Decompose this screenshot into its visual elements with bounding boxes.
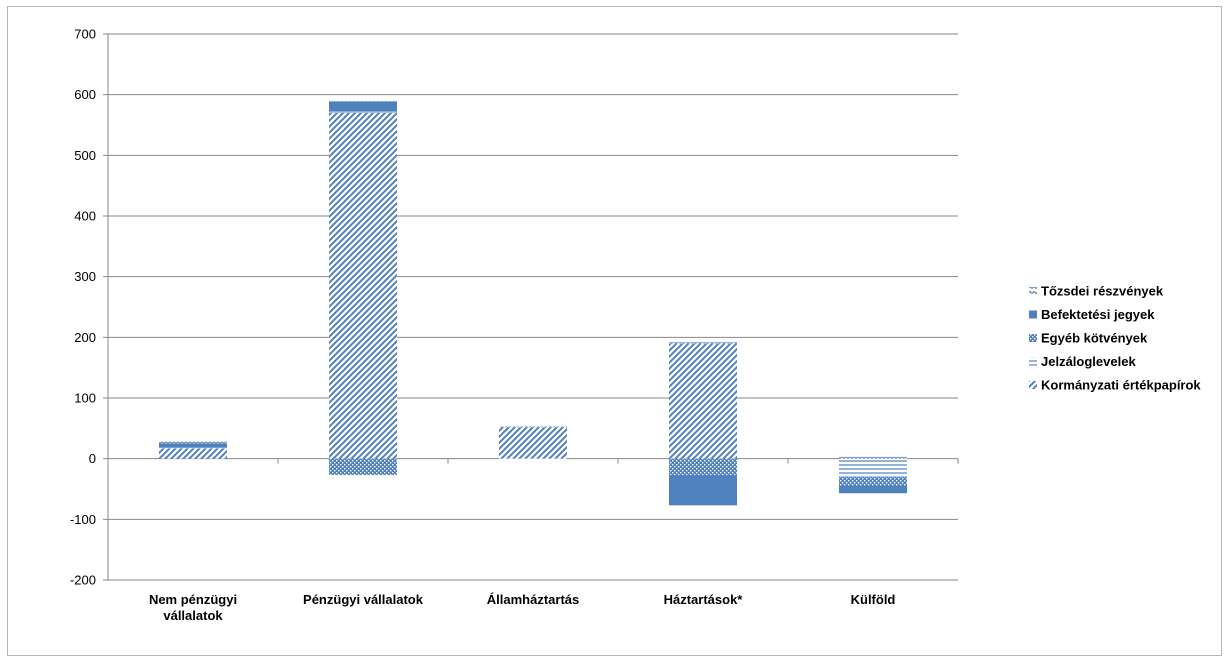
legend-item-egyeb-kotvenyek: Egyéb kötvények — [1029, 331, 1148, 346]
y-tick-label: 300 — [74, 269, 96, 284]
legend-item-befektetesi-jegyek: Befektetési jegyek — [1029, 307, 1155, 322]
legend-item-kormanyzati-ertekpapirok: Kormányzati értékpapírok — [1029, 378, 1201, 393]
legend-swatch — [1029, 334, 1037, 342]
y-tick-label: 700 — [74, 27, 96, 42]
bar-befektetesi-jegyek-4 — [669, 475, 737, 506]
bar-kormanyzati-ertekpapirok-2 — [329, 112, 397, 459]
axes — [107, 34, 959, 581]
bar-kormanyzati-ertekpapirok-4 — [669, 343, 737, 459]
legend-label: Kormányzati értékpapírok — [1041, 378, 1201, 393]
bar-jelzaloglevelek-1 — [159, 447, 227, 449]
y-tick-label: 400 — [74, 209, 96, 224]
y-tick-label: 500 — [74, 148, 96, 163]
bar-tozsdei-reszvenyek-2 — [329, 99, 397, 102]
bar-jelzaloglevelek-5 — [839, 458, 907, 477]
x-category-label: Államháztartás — [487, 592, 579, 607]
legend-swatch — [1029, 310, 1037, 319]
x-category-label: Pénzügyi vállalatok — [303, 592, 424, 607]
x-axis-labels: Nem pénzügyi vállalatok Pénzügyi vállalato… — [149, 592, 896, 623]
bar-egyeb-kotvenyek-2 — [329, 458, 397, 476]
y-axis-ticks: -200 -100 0 100 200 300 400 500 600 700 — [70, 27, 108, 588]
legend-label: Jelzáloglevelek — [1041, 354, 1136, 369]
legend-swatch — [1029, 381, 1037, 389]
legend-item-jelzaloglevelek: Jelzáloglevelek — [1029, 354, 1136, 369]
bar-tozsdei-reszvenyek-3 — [499, 426, 567, 428]
bar-kormanyzati-ertekpapirok-3 — [499, 427, 567, 459]
y-tick-label: -100 — [70, 512, 96, 527]
bar-befektetesi-jegyek-2 — [329, 101, 397, 112]
bar-befektetesi-jegyek-5 — [839, 485, 907, 494]
legend-label: Egyéb kötvények — [1041, 331, 1148, 346]
y-tick-label: 200 — [74, 330, 96, 345]
legend-swatch — [1029, 287, 1037, 295]
bar-befektetesi-jegyek-1 — [159, 443, 227, 448]
chart-frame — [7, 6, 1222, 656]
bar-tozsdei-reszvenyek-4 — [669, 342, 737, 344]
bar-egyeb-kotvenyek-4 — [669, 458, 737, 476]
bar-jelzaloglevelek-3 — [499, 458, 567, 460]
x-category-label: Nem pénzügyi vállalatok — [149, 592, 237, 623]
y-tick-label: 100 — [74, 391, 96, 406]
y-tick-label: 600 — [74, 87, 96, 102]
bar-kormanyzati-ertekpapirok-1 — [159, 448, 227, 459]
legend-item-tozsdei-reszvenyek: Tőzsdei részvények — [1029, 284, 1164, 299]
grid-lines — [108, 33, 958, 520]
bar-tozsdei-reszvenyek-5 — [839, 456, 907, 459]
y-tick-label: -200 — [70, 573, 96, 588]
legend: Tőzsdei részvények Befektetési jegyek Egyé… — [1029, 284, 1201, 393]
bars — [159, 99, 907, 506]
x-category-label: Külföld — [851, 592, 896, 607]
bar-jelzaloglevelek-2 — [329, 111, 397, 113]
bar-egyeb-kotvenyek-5 — [839, 476, 907, 486]
bar-tozsdei-reszvenyek-1 — [159, 441, 227, 444]
legend-label: Tőzsdei részvények — [1041, 284, 1164, 299]
legend-swatch — [1029, 357, 1037, 366]
legend-label: Befektetési jegyek — [1041, 307, 1155, 322]
y-tick-label: 0 — [89, 451, 96, 466]
x-category-label: Háztartások* — [664, 592, 744, 607]
